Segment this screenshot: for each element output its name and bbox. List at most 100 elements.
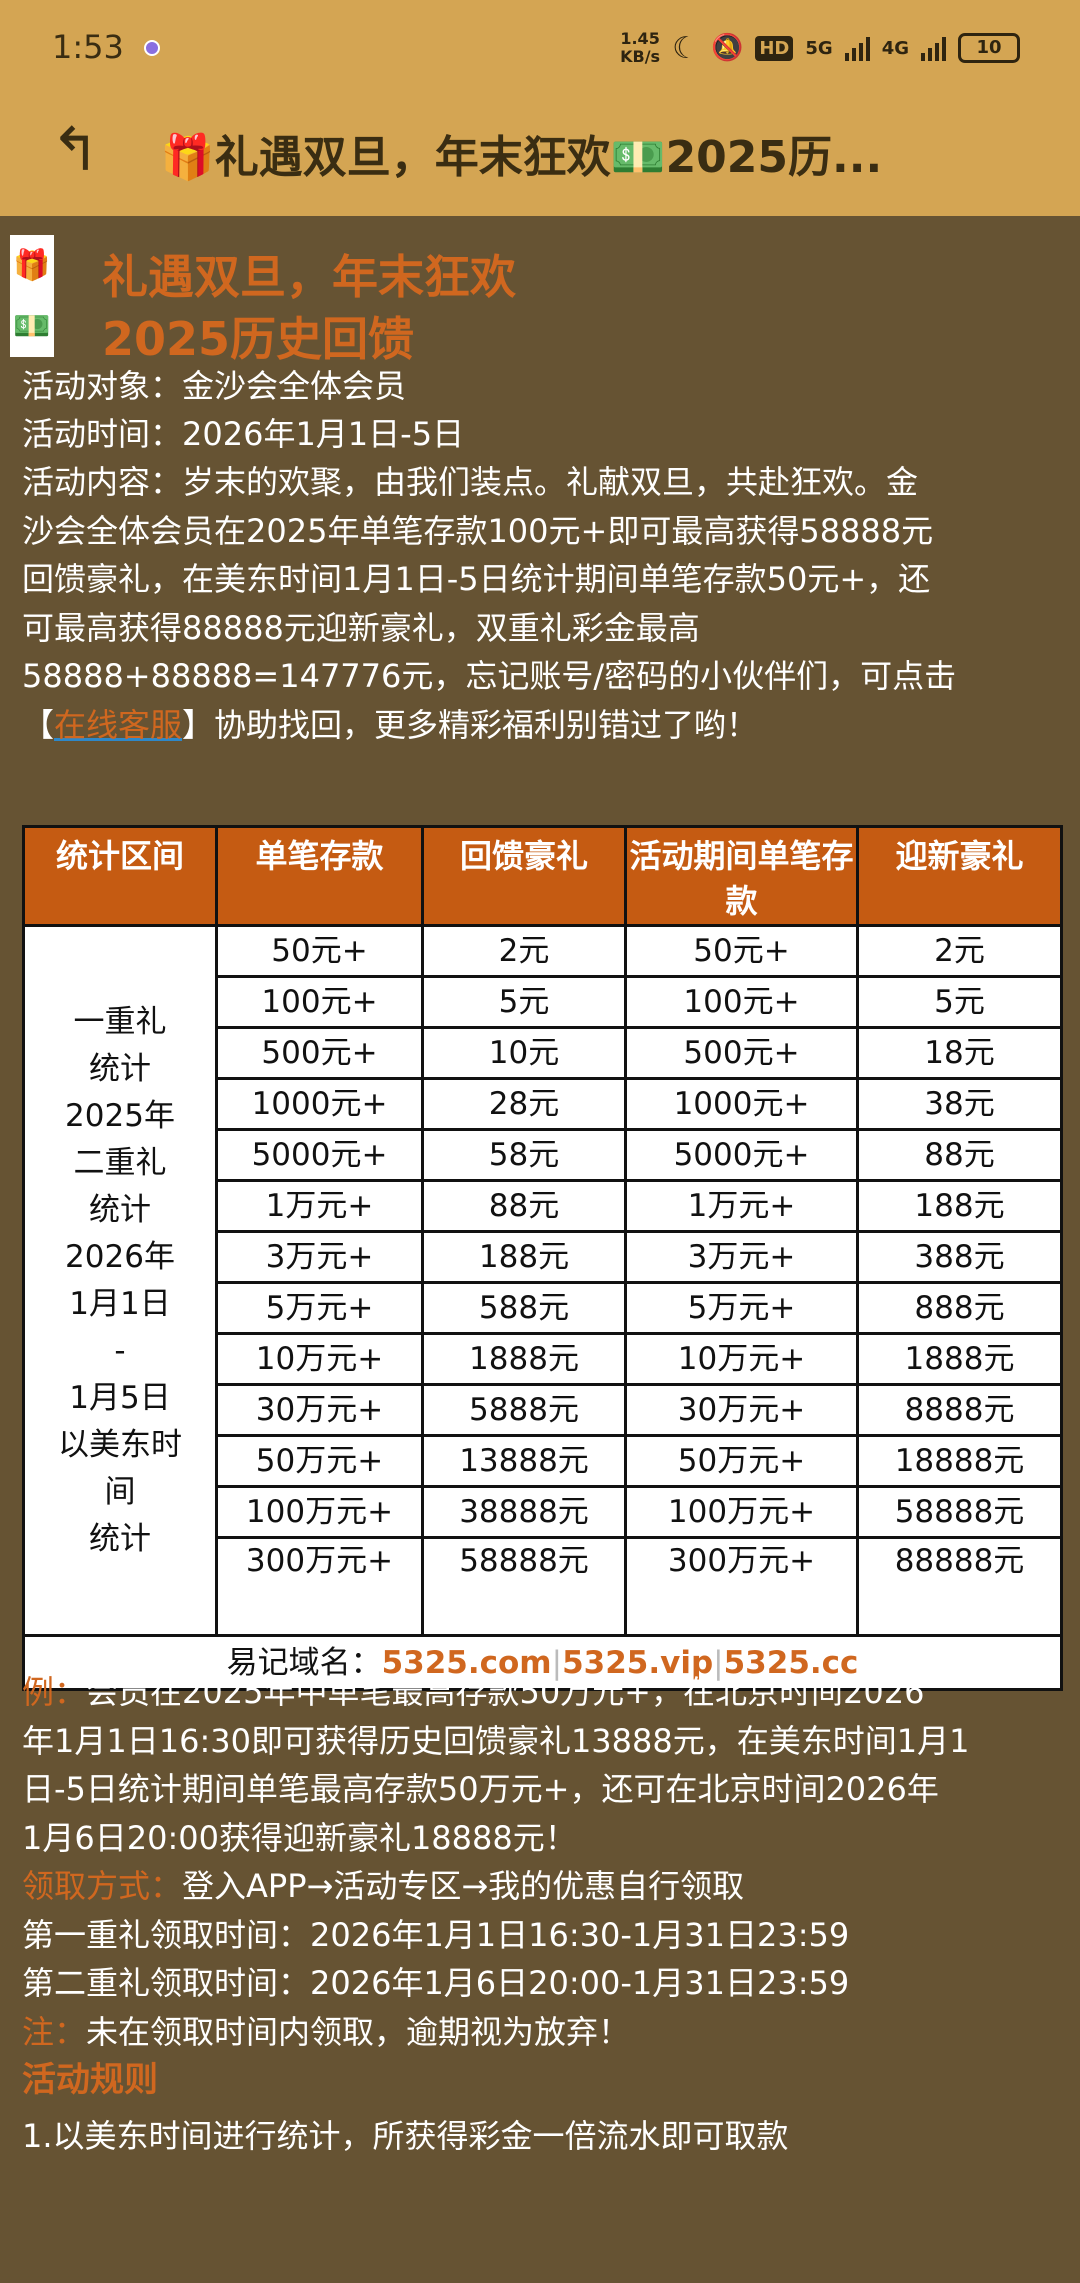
example-line: 年1月1日16:30即可获得历史回馈豪礼13888元，在美东时间1月1 [22,1721,970,1760]
new-year-reward-cell: 88888元 [856,1536,1063,1637]
reward-cell: 58元 [421,1128,627,1182]
period-line: 统计 [89,1520,151,1557]
new-year-reward-cell: 38元 [856,1077,1063,1131]
reward-cell: 1888元 [421,1332,627,1386]
deposit-cell: 5000元+ [215,1128,424,1182]
period-line: 统计 [89,1050,151,1087]
claim-method: 领取方式：登入APP→活动专区→我的优惠自行领取 [22,1862,1062,1911]
new-year-reward-cell: 888元 [856,1281,1063,1335]
table-row: 100万元+ 38888元 100万元+ 58888元 [24,1485,1063,1539]
deposit-cell: 50元+ [215,924,424,978]
reward-table: 统计区间 单笔存款 回馈豪礼 活动期间单笔存款 迎新豪礼 一重礼 统计 2025年二… [22,825,1063,1691]
period-line: 1月5日 [69,1379,171,1416]
domain-link[interactable]: 5325.cc [723,1644,859,1681]
reward-cell: 38888元 [421,1485,627,1539]
money-icon: 💵 [13,309,51,344]
gift-icon: 🎁 [13,248,51,283]
table-row: 一重礼 统计 2025年 二重礼 统计 2026年 1月1日 -1月5日 以美东时间统计 50元+… [22,924,1063,1637]
signal-icon-2 [921,35,946,61]
table-row: 1万元+ 88元 1万元+ 188元 [24,1179,1063,1233]
reward-cell: 28元 [421,1077,627,1131]
period-deposit-cell: 30万元+ [624,1383,859,1437]
new-year-reward-cell: 18888元 [856,1434,1063,1488]
deposit-cell: 3万元+ [215,1230,424,1284]
network-speed: 1.45 KB/s [620,30,660,66]
title-line: 2025历史回馈 [102,312,415,366]
header-period-deposit: 活动期间单笔存款 [624,825,859,927]
period-line: 以美东时 [58,1426,182,1463]
period-line: 1月1日 [69,1285,171,1322]
second-claim-time: 第二重礼领取时间：2026年1月6日20:00-1月31日23:59 [22,1964,850,2002]
deposit-cell: 100元+ [215,975,424,1029]
table-row: 1000元+ 28元 1000元+ 38元 [24,1077,1063,1131]
top-bar: 1:53 1.45 KB/s ☾ 🔕 HD 5G 4G 10 ↰ 🎁礼遇双旦，年末… [0,0,1080,216]
domain-link[interactable]: 5325.com [381,1644,552,1681]
period-cell: 一重礼 统计 2025年 二重礼 统计 2026年 1月1日 -1月5日 以美东时间统计 [22,924,218,1637]
period-line: 统计 [89,1191,151,1228]
content-line: 活动内容：岁末的欢聚，由我们装点。礼献双旦，共赴狂欢。金 [22,463,919,501]
period-line: 间 [104,1473,136,1510]
bracket: 【 [22,705,55,744]
new-year-reward-cell: 5元 [856,975,1063,1029]
article-title: 礼遇双旦，年末狂欢 2025历史回馈 [102,246,516,370]
rules-title: 活动规则 [22,2060,158,2100]
reward-cell: 58888元 [421,1536,627,1637]
header-period: 统计区间 [22,825,218,927]
reward-cell: 188元 [421,1230,627,1284]
new-year-reward-cell: 388元 [856,1230,1063,1284]
domain-row: 易记域名：5325.com|5325.vip|5325.cc [22,1634,1063,1691]
table-row: 300万元+ 58888元 300万元+ 88888元 [24,1536,1063,1637]
new-year-reward-cell: 58888元 [856,1485,1063,1539]
signal-icon [844,35,870,61]
period-line: 2026年 [65,1238,175,1275]
period-line: 二重礼 [73,1144,167,1181]
header-deposit: 单笔存款 [215,825,424,927]
period-deposit-cell: 1万元+ [624,1179,859,1233]
new-year-reward-cell: 2元 [856,924,1063,978]
period-deposit-cell: 3万元+ [624,1230,859,1284]
reward-cell: 2元 [421,924,627,978]
deposit-cell: 30万元+ [215,1383,424,1437]
first-claim-time: 第一重礼领取时间：2026年1月1日16:30-1月31日23:59 [22,1915,850,1954]
nav-bar: ↰ 🎁礼遇双旦，年末狂欢💵2025历... [0,95,1080,216]
claim-text: 登入APP→活动专区→我的优惠自行领取 [182,1867,745,1905]
note-text: 未在领取时间内领取，逾期视为放弃！ [86,2012,631,2051]
target-text: 活动对象：金沙会全体会员 [22,367,407,405]
example-line-text: 会员在2025年中单笔最高存款50万元+，在北京时间2026 [86,1673,925,1711]
period-deposit-cell: 50元+ [624,924,859,978]
period-deposit-cell: 100元+ [624,975,859,1029]
back-arrow-icon[interactable]: ↰ [50,115,101,185]
period-deposit-cell: 50万元+ [624,1434,859,1488]
reward-cell: 5888元 [421,1383,627,1437]
note: 注：未在领取时间内领取，逾期视为放弃！ [22,2008,1062,2057]
deposit-cell: 300万元+ [215,1536,424,1637]
clock: 1:53 [52,28,124,66]
example-text: 例：会员在2025年中单笔最高存款50万元+，在北京时间2026 年1月1日16… [22,1668,1062,2056]
header-new-year-reward: 迎新豪礼 [856,825,1063,927]
status-bar: 1:53 1.45 KB/s ☾ 🔕 HD 5G 4G 10 [0,0,1080,95]
hd-icon: HD [755,35,794,61]
example-label: 例： [22,1673,87,1711]
net-5g-label: 5G [805,37,833,59]
domain-link[interactable]: 5325.vip [562,1644,714,1681]
claim-label: 领取方式： [22,1867,183,1905]
reward-cell: 88元 [421,1179,627,1233]
battery-icon: 10 [958,33,1020,63]
time-text: 活动时间：2026年1月1日-5日 [22,415,465,453]
table-row: 3万元+ 188元 3万元+ 388元 [24,1230,1063,1284]
content-line: 可最高获得88888元迎新豪礼，双重礼彩金最高 [22,608,700,647]
domain-label: 易记域名： [226,1644,382,1681]
content-line: 【在线客服】协助找回，更多精彩福利别错过了哟！ [22,701,1062,750]
reward-cell: 5元 [421,975,627,1029]
new-year-reward-cell: 188元 [856,1179,1063,1233]
table-row: 500元+ 10元 500元+ 18元 [24,1026,1063,1080]
deposit-cell: 10万元+ [215,1332,424,1386]
table-row: 100元+ 5元 100元+ 5元 [24,975,1063,1029]
table-row: 10万元+ 1888元 10万元+ 1888元 [24,1332,1063,1386]
period-deposit-cell: 5000元+ [624,1128,859,1182]
content-line: 58888+88888=147776元，忘记账号/密码的小伙伴们，可点击 [22,657,957,695]
table-header: 统计区间 单笔存款 回馈豪礼 活动期间单笔存款 迎新豪礼 [22,825,1063,927]
rules-line: 1.以美东时间进行统计，所获得彩金一倍流水即可取款 [22,2117,789,2155]
online-service-link[interactable]: 在线客服 [54,705,183,744]
period-deposit-cell: 5万元+ [624,1281,859,1335]
